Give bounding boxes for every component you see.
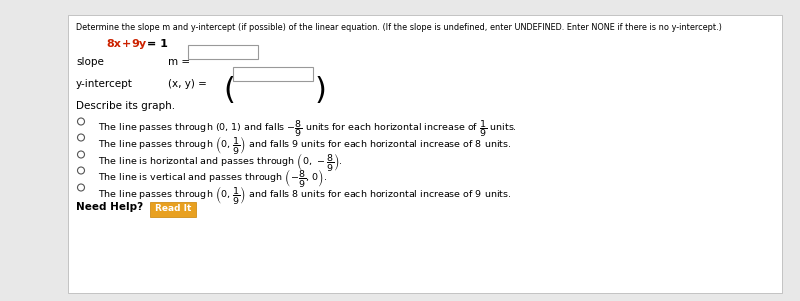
Text: y-intercept: y-intercept [76,79,133,89]
Text: Read It: Read It [155,204,191,213]
Text: The line is horizontal and passes through $\left(0,\, -\dfrac{8}{9}\right)$.: The line is horizontal and passes throug… [98,151,343,173]
Bar [68,15,782,293]
Text: The line is vertical and passes through $\left(-\dfrac{8}{9},\, 0\right)$.: The line is vertical and passes through … [98,167,327,189]
Text: 9y: 9y [131,39,146,49]
Bar [233,67,313,81]
Text: 8x: 8x [106,39,121,49]
Text: +: + [122,39,131,49]
Text: Determine the slope m and y-intercept (if possible) of the linear equation. (If : Determine the slope m and y-intercept (i… [76,23,722,32]
Text: The line passes through (0, 1) and falls $-\dfrac{8}{9}$ units for each horizont: The line passes through (0, 1) and falls… [98,118,517,139]
Text: Describe its graph.: Describe its graph. [76,101,175,111]
Text: slope: slope [76,57,104,67]
Bar [188,45,258,59]
Text: The line passes through $\left(0,\, \dfrac{1}{9}\right)$ and falls 9 units for e: The line passes through $\left(0,\, \dfr… [98,134,511,156]
Bar [150,202,196,217]
Text: m =: m = [168,57,190,67]
Text: The line passes through $\left(0,\, \dfrac{1}{9}\right)$ and falls 8 units for e: The line passes through $\left(0,\, \dfr… [98,184,511,206]
Text: (: ( [223,76,235,105]
Text: Need Help?: Need Help? [76,202,143,212]
Text: ): ) [315,76,327,105]
Text: (x, y) =: (x, y) = [168,79,207,89]
Text: = 1: = 1 [147,39,168,49]
